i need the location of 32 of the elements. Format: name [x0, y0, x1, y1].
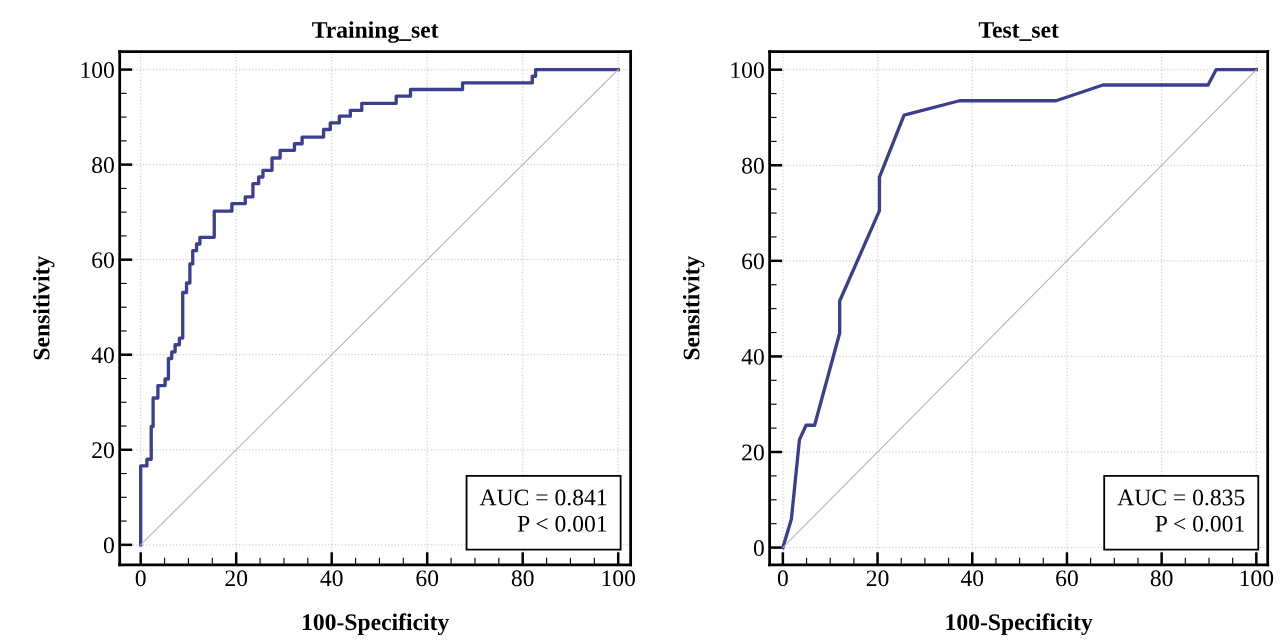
- x-tick-label: 0: [777, 570, 788, 587]
- y-tick-label: 80: [742, 157, 764, 174]
- x-axis-title: 100-Specificity: [302, 613, 450, 635]
- y-axis-title: Sensitivity: [682, 255, 705, 360]
- x-tick-label: 100: [1240, 570, 1274, 587]
- y-tick-label: 100: [731, 62, 764, 79]
- y-axis-title: Sensitivity: [32, 255, 55, 360]
- y-tick-label: 20: [742, 444, 764, 461]
- y-tick-label: 100: [81, 62, 114, 78]
- y-tick-label: 40: [741, 348, 764, 365]
- x-tick-label: 80: [1150, 570, 1173, 587]
- y-tick-label: 80: [92, 157, 114, 174]
- chart-title: Test_set: [978, 22, 1059, 41]
- x-tick-label: 80: [511, 570, 534, 587]
- x-tick-label: 60: [416, 570, 439, 587]
- y-tick-label: 60: [742, 253, 764, 270]
- y-tick-label: 60: [92, 252, 114, 269]
- y-tick-label: 40: [91, 347, 114, 364]
- x-tick-label: 40: [320, 570, 343, 587]
- x-tick-label: 0: [135, 570, 146, 587]
- y-tick-label: 0: [753, 540, 764, 557]
- x-tick-label: 20: [866, 570, 889, 587]
- chart-title: Training_set: [312, 21, 439, 43]
- x-tick-label: 40: [960, 570, 984, 587]
- y-tick-label: 20: [92, 442, 114, 459]
- x-axis-title: 100-Specificity: [946, 613, 1093, 635]
- annotation: AUC = 0.835 P < 0.001: [1117, 489, 1245, 532]
- x-tick-label: 20: [225, 570, 248, 587]
- x-tick-label: 60: [1056, 570, 1078, 587]
- annotation: AUC = 0.841 P < 0.001: [479, 489, 607, 532]
- x-tick-label: 100: [602, 570, 636, 587]
- y-tick-label: 0: [103, 537, 114, 554]
